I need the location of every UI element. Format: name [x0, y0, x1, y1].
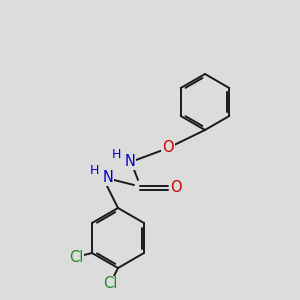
Text: H: H	[111, 148, 121, 160]
Text: H: H	[89, 164, 99, 176]
Text: N: N	[103, 170, 113, 185]
Text: O: O	[162, 140, 174, 155]
Text: Cl: Cl	[69, 250, 83, 266]
Text: Cl: Cl	[103, 277, 117, 292]
Text: O: O	[170, 181, 182, 196]
Text: N: N	[124, 154, 135, 169]
